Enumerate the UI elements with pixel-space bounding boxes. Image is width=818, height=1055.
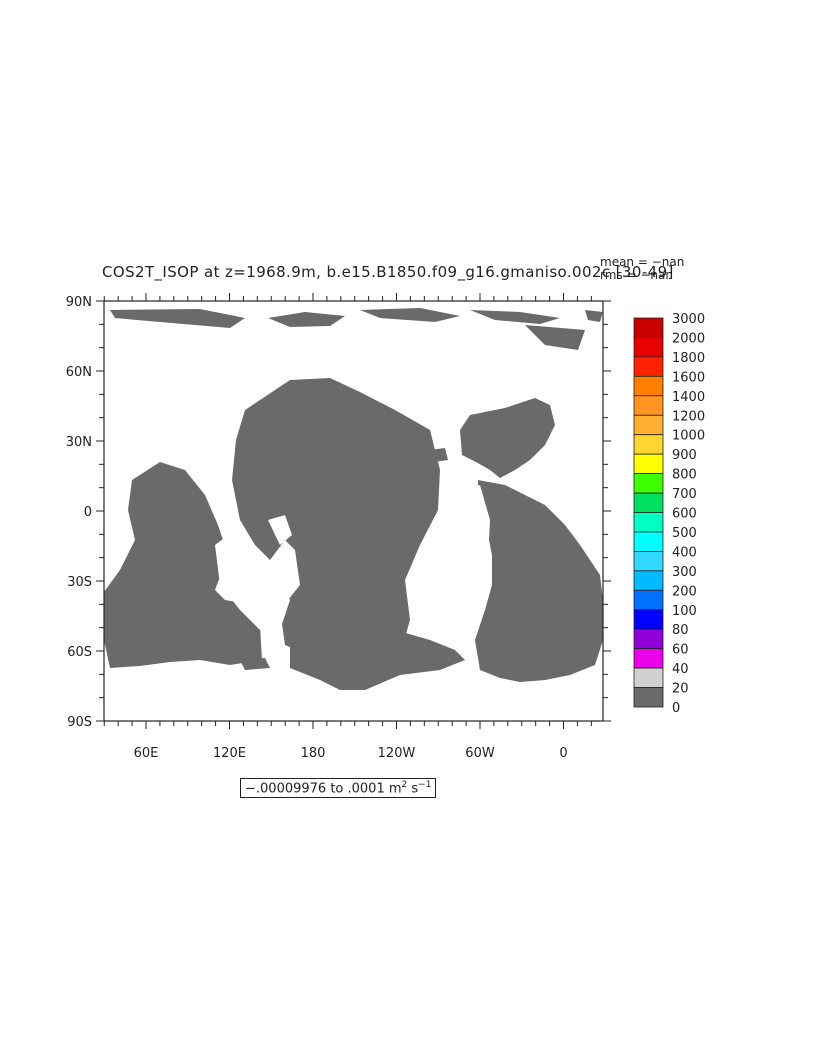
lat-label: 90S bbox=[67, 715, 92, 730]
lat-label: 60N bbox=[66, 365, 92, 380]
land-masses bbox=[104, 308, 603, 690]
colorbar-label: 1200 bbox=[672, 409, 705, 424]
colorbar bbox=[633, 317, 664, 708]
colorbar-swatch bbox=[633, 414, 664, 436]
colorbar-swatch bbox=[633, 512, 664, 533]
colorbar-label: 100 bbox=[672, 604, 697, 619]
colorbar-label: 200 bbox=[672, 584, 697, 599]
colorbar-swatch bbox=[633, 667, 664, 688]
colorbar-swatch bbox=[633, 453, 664, 474]
lat-label: 30S bbox=[67, 575, 92, 590]
range-unit-exp1: 2 bbox=[401, 780, 408, 790]
lon-label: 0 bbox=[559, 746, 567, 761]
colorbar-swatch bbox=[633, 609, 664, 630]
colorbar-swatch bbox=[633, 531, 664, 552]
lon-label: 120W bbox=[378, 746, 416, 761]
colorbar-swatch bbox=[633, 395, 664, 416]
rms-stat: rms = −nan bbox=[600, 268, 673, 282]
colorbar-label: 1400 bbox=[672, 390, 705, 405]
lat-label: 60S bbox=[67, 645, 92, 660]
lon-label: 120E bbox=[213, 746, 246, 761]
colorbar-swatch bbox=[633, 570, 664, 591]
colorbar-label: 0 bbox=[672, 701, 680, 716]
colorbar-swatch bbox=[633, 551, 664, 572]
colorbar-label: 1000 bbox=[672, 429, 705, 444]
colorbar-label: 60 bbox=[672, 643, 689, 658]
range-unit-mid: s bbox=[407, 781, 419, 797]
range-text: −.00009976 to .0001 m bbox=[245, 781, 402, 797]
latitude-labels: 90N 60N 30N 0 30S 60S 90S bbox=[66, 295, 92, 730]
lat-label: 0 bbox=[84, 505, 92, 520]
colorbar-swatch bbox=[633, 589, 664, 611]
colorbar-swatch bbox=[633, 434, 664, 455]
lon-label: 60E bbox=[134, 746, 159, 761]
colorbar-swatch bbox=[633, 317, 664, 338]
colorbar-label: 300 bbox=[672, 565, 697, 580]
lat-label: 90N bbox=[66, 295, 92, 310]
colorbar-labels: 3000200018001600140012001000900800700600… bbox=[672, 312, 705, 716]
mean-stat: mean = −nan bbox=[600, 255, 685, 269]
colorbar-label: 2000 bbox=[672, 331, 705, 346]
longitude-labels: 60E 120E 180 120W 60W 0 bbox=[134, 746, 568, 761]
colorbar-swatch bbox=[633, 648, 664, 669]
colorbar-label: 20 bbox=[672, 682, 689, 697]
colorbar-label: 80 bbox=[672, 623, 689, 638]
lat-label: 30N bbox=[66, 435, 92, 450]
colorbar-swatch bbox=[633, 337, 664, 358]
range-unit-exp2: −1 bbox=[418, 780, 432, 790]
colorbar-swatch bbox=[633, 492, 664, 513]
colorbar-swatch bbox=[633, 356, 664, 377]
colorbar-label: 1600 bbox=[672, 370, 705, 385]
colorbar-label: 800 bbox=[672, 468, 697, 483]
colorbar-label: 1800 bbox=[672, 351, 705, 366]
range-label: −.00009976 to .0001 m2 s−1 bbox=[240, 778, 437, 799]
colorbar-label: 3000 bbox=[672, 312, 705, 327]
lon-label: 180 bbox=[301, 746, 326, 761]
colorbar-label: 600 bbox=[672, 507, 697, 522]
lon-label: 60W bbox=[465, 746, 495, 761]
colorbar-swatch bbox=[633, 628, 664, 650]
colorbar-label: 700 bbox=[672, 487, 697, 502]
ocean-holes bbox=[215, 485, 490, 640]
colorbar-swatch bbox=[633, 473, 664, 494]
colorbar-swatch bbox=[633, 687, 664, 708]
plot-title: COS2T_ISOP at z=1968.9m, b.e15.B1850.f09… bbox=[102, 263, 674, 281]
colorbar-label: 900 bbox=[672, 448, 697, 463]
colorbar-label: 40 bbox=[672, 662, 689, 677]
colorbar-label: 500 bbox=[672, 526, 697, 541]
colorbar-swatch bbox=[633, 375, 664, 397]
colorbar-label: 400 bbox=[672, 545, 697, 560]
stats-block: mean = −nan rms = −nan bbox=[600, 256, 684, 282]
